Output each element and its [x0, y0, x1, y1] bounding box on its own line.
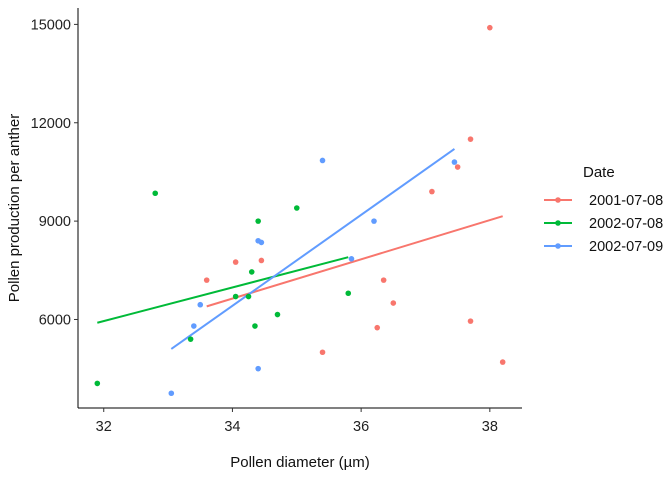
data-point [255, 365, 261, 372]
data-point [203, 277, 210, 283]
data-point [258, 257, 265, 264]
y-tick-label: 6000 [39, 312, 71, 328]
data-point [348, 256, 355, 262]
data-point [197, 301, 204, 308]
data-point [451, 159, 458, 165]
x-tick-label: 32 [96, 419, 112, 435]
data-point [248, 269, 255, 275]
data-point [467, 318, 474, 324]
data-point [94, 380, 101, 387]
data-point [345, 290, 352, 297]
legend-title: Date [583, 164, 615, 181]
data-point [467, 136, 474, 142]
data-point [454, 164, 461, 170]
x-tick-label: 38 [482, 419, 498, 435]
data-point [252, 323, 258, 329]
data-point [152, 190, 159, 197]
legend: Date 2001-07-08 2002-07-08 2002-07-09 [544, 164, 663, 255]
data-point [274, 311, 281, 318]
data-point [319, 349, 326, 356]
y-axis-title: Pollen production per anther [6, 114, 23, 302]
data-point [191, 323, 197, 329]
data-point [255, 218, 261, 224]
legend-item: 2001-07-08 [544, 193, 663, 209]
legend-label: 2001-07-08 [589, 193, 663, 209]
data-point [390, 300, 397, 306]
y-tick-label: 9000 [39, 214, 71, 230]
legend-key-point [555, 220, 561, 226]
data-point [374, 324, 381, 331]
data-point [232, 259, 239, 265]
legend-item: 2002-07-08 [544, 216, 663, 232]
y-tick-label: 15000 [31, 17, 71, 33]
legend-key-point [555, 243, 561, 249]
trend-line [206, 215, 503, 308]
trend-line [170, 148, 456, 350]
data-point [487, 24, 493, 31]
x-tick-label: 34 [224, 419, 240, 435]
legend-label: 2002-07-08 [589, 216, 663, 232]
data-point [245, 293, 252, 300]
legend-key-point [555, 197, 561, 203]
x-tick-label: 36 [353, 419, 369, 435]
y-tick-label: 12000 [31, 116, 71, 132]
x-axis-title: Pollen diameter (µm) [230, 454, 370, 471]
data-point [293, 205, 300, 211]
data-point [429, 188, 435, 195]
x-axis-ticks: 32 34 36 38 [96, 408, 498, 435]
data-point [371, 218, 377, 224]
y-axis-ticks: 6000 9000 12000 15000 [31, 17, 78, 328]
data-point [168, 390, 175, 397]
data-point [187, 336, 194, 342]
plot-area: 32 34 36 38 6000 9000 12000 15000 [31, 8, 522, 435]
data-point [499, 359, 506, 365]
data-point [319, 157, 326, 164]
data-point [380, 277, 387, 283]
trend-line [97, 256, 349, 324]
data-point [258, 239, 265, 246]
legend-label: 2002-07-09 [589, 239, 663, 255]
legend-item: 2002-07-09 [544, 239, 663, 255]
data-point [232, 293, 239, 300]
